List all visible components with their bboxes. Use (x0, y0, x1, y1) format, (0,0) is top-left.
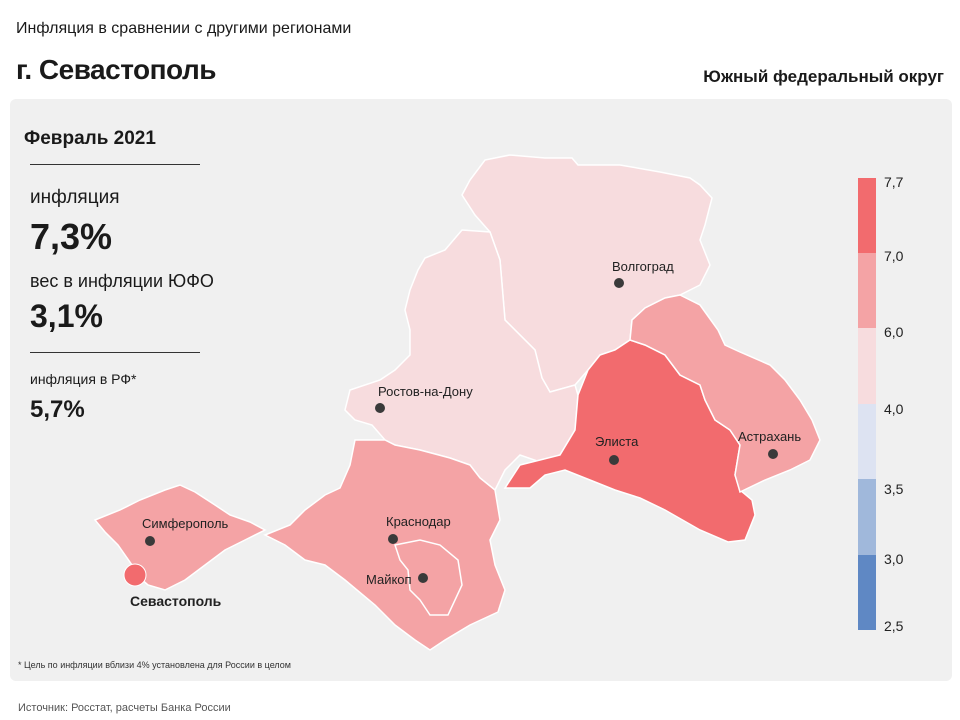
page-title: г. Севастополь (16, 54, 216, 85)
legend-band (858, 479, 876, 555)
legend-band (858, 328, 876, 404)
legend-tick-label: 4,0 (884, 401, 904, 417)
weight-label: вес в инфляции ЮФО (30, 271, 214, 291)
period-label: Февраль 2021 (24, 128, 156, 149)
legend-tick-label: 3,5 (884, 481, 904, 497)
district-name: Южный федеральный округ (703, 67, 944, 86)
color-legend: 7,7 7,0 6,0 4,0 3,5 3,0 2,5 (858, 174, 904, 634)
region-adygea[interactable] (394, 539, 463, 616)
city-label-sevastopol: Севастополь (130, 593, 222, 609)
weight-value: 3,1% (30, 298, 103, 334)
city-label-elista: Элиста (595, 434, 639, 449)
city-label-rostov: Ростов-на-Дону (378, 384, 473, 399)
region-krasnodar[interactable] (263, 439, 506, 651)
city-label-volgograd: Волгоград (612, 259, 674, 274)
legend-tick-label: 7,0 (884, 248, 904, 264)
city-dot-volgograd[interactable] (614, 278, 624, 288)
legend-band (858, 178, 876, 253)
divider-top (30, 164, 200, 165)
city-dot-elista[interactable] (609, 455, 619, 465)
inflation-value: 7,3% (30, 216, 113, 257)
city-dot-rostov[interactable] (375, 403, 385, 413)
city-label-krasnodar: Краснодар (386, 514, 451, 529)
region-crimea[interactable] (93, 484, 267, 591)
footnote: * Цель по инфляции вблизи 4% установлена… (18, 660, 291, 670)
legend-band (858, 404, 876, 479)
legend-tick-label: 6,0 (884, 324, 904, 340)
city-dot-astrakhan[interactable] (768, 449, 778, 459)
legend-band (858, 253, 876, 328)
inflation-label: инфляция (30, 187, 120, 208)
legend-tick-label: 2,5 (884, 618, 904, 634)
city-label-astrakhan: Астрахань (738, 429, 801, 444)
city-label-simferopol: Симферополь (142, 516, 229, 531)
city-dot-maykop[interactable] (418, 573, 428, 583)
source-note: Источник: Росстат, расчеты Банка России (18, 702, 231, 714)
city-dot-krasnodar[interactable] (388, 534, 398, 544)
region-astrakhan[interactable] (629, 294, 821, 494)
rf-inflation-label: инфляция в РФ* (30, 371, 137, 387)
city-label-maykop: Майкоп (366, 572, 412, 587)
divider-bottom (30, 352, 200, 353)
legend-tick-label: 7,7 (884, 174, 904, 190)
page-subtitle: Инфляция в сравнении с другими регионами (16, 20, 352, 37)
legend-band (858, 555, 876, 630)
legend-tick-label: 3,0 (884, 551, 904, 567)
rf-inflation-value: 5,7% (30, 396, 85, 423)
city-dot-simferopol[interactable] (145, 536, 155, 546)
region-sevastopol[interactable] (123, 563, 147, 587)
